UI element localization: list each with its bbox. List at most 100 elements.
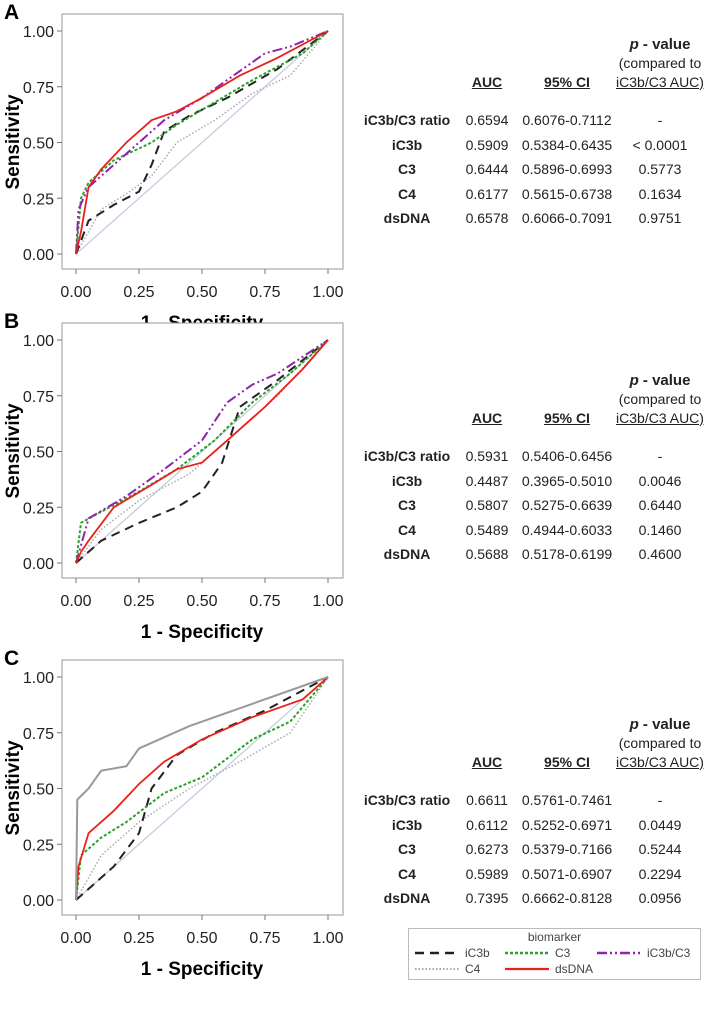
y-tick-label: 0.25 bbox=[23, 837, 54, 854]
row-label: dsDNA bbox=[383, 890, 431, 906]
p-symbol: p bbox=[629, 372, 639, 389]
table-header: p - value (compared to iC3b/C3 AUC) AUC … bbox=[352, 372, 709, 448]
roc-curve-ic3b bbox=[75, 676, 329, 901]
p-value: - bbox=[657, 448, 663, 464]
roc-curve-c3 bbox=[75, 30, 329, 255]
x-axis-label: 1 - Specificity bbox=[141, 959, 264, 980]
row-label: C4 bbox=[398, 185, 416, 202]
roc-curve-c3 bbox=[75, 676, 329, 901]
auc-value: 0.5989 bbox=[465, 865, 509, 882]
roc-panel-c: C 0.00 0.25 0.50 0.75 1.00 0.00 0.25 0.50 0.75 1.0… bbox=[3, 647, 344, 980]
auc-value: 0.5807 bbox=[465, 497, 509, 513]
panel-letter: A bbox=[4, 1, 19, 24]
p-symbol: p bbox=[629, 36, 639, 53]
ci-value: 0.5896-0.6993 bbox=[521, 161, 613, 177]
x-tick-label: 0.50 bbox=[186, 593, 217, 610]
reference-auc-label: iC3b/C3 AUC) bbox=[616, 74, 704, 90]
table-row: C4 0.5989 0.5071-0.6907 0.2294 bbox=[352, 866, 709, 891]
p-value: 0.0046 bbox=[638, 472, 682, 489]
p-value-text: - value bbox=[638, 36, 691, 53]
p-value-header: p - value bbox=[630, 716, 691, 733]
x-tick-label: 0.00 bbox=[60, 284, 91, 301]
legend-label: iC3b bbox=[465, 946, 490, 960]
p-symbol: p bbox=[629, 716, 639, 733]
legend-item-dsdna: dsDNA bbox=[505, 962, 593, 976]
ci-header: 95% CI bbox=[544, 754, 590, 770]
legend-label: dsDNA bbox=[555, 962, 594, 976]
ci-value: 0.5384-0.6435 bbox=[521, 136, 613, 153]
legend-swatch-dsdna bbox=[505, 967, 549, 971]
y-tick-label: 0.50 bbox=[23, 782, 54, 799]
ci-value: 0.6076-0.7112 bbox=[522, 112, 612, 128]
legend-swatch-ratio bbox=[597, 951, 641, 955]
row-label: iC3b bbox=[391, 136, 423, 153]
roc-curve-dsdna bbox=[75, 676, 329, 901]
table-row: dsDNA 0.7395 0.6662-0.8128 0.0956 bbox=[352, 890, 709, 915]
y-axis-label: Sensitivity bbox=[3, 403, 24, 498]
x-tick-label: 0.00 bbox=[60, 930, 91, 947]
p-value: 0.0449 bbox=[638, 816, 682, 833]
p-value: < 0.0001 bbox=[632, 136, 688, 153]
y-tick-label: 0.75 bbox=[23, 80, 54, 97]
auc-value: 0.5489 bbox=[465, 521, 509, 538]
auc-value: 0.6177 bbox=[465, 185, 509, 202]
ci-value: 0.5071-0.6907 bbox=[521, 865, 613, 882]
p-value-header: p - value bbox=[630, 372, 691, 389]
y-tick-label: 1.00 bbox=[23, 670, 54, 687]
table-row: iC3b 0.5909 0.5384-0.6435 < 0.0001 bbox=[352, 137, 709, 162]
legend-swatch-ic3b bbox=[415, 951, 459, 955]
auc-value: 0.5931 bbox=[465, 448, 509, 464]
p-value: 0.2294 bbox=[638, 865, 682, 882]
x-tick-label: 0.25 bbox=[123, 284, 154, 301]
ci-value: 0.5379-0.7166 bbox=[521, 841, 613, 857]
auc-value: 0.6594 bbox=[465, 112, 509, 128]
auc-header: AUC bbox=[471, 754, 503, 770]
row-label: C3 bbox=[398, 161, 416, 177]
legend-label: C3 bbox=[555, 946, 571, 960]
x-tick-label: 0.00 bbox=[60, 593, 91, 610]
y-axis-label: Sensitivity bbox=[3, 94, 24, 189]
table-row: iC3b 0.6112 0.5252-0.6971 0.0449 bbox=[352, 817, 709, 842]
panel-letter: B bbox=[4, 310, 19, 333]
row-label: dsDNA bbox=[383, 546, 431, 562]
row-label: iC3b/C3 ratio bbox=[363, 112, 451, 128]
panel-letter: C bbox=[4, 647, 19, 670]
auc-value: 0.5688 bbox=[465, 546, 509, 562]
roc-curve-ratio bbox=[75, 339, 329, 564]
p-value: 0.5244 bbox=[638, 841, 682, 857]
x-tick-label: 1.00 bbox=[312, 593, 343, 610]
y-tick-label: 1.00 bbox=[23, 333, 54, 350]
compared-to-label: (compared to bbox=[618, 55, 702, 71]
x-tick-label: 0.50 bbox=[186, 284, 217, 301]
auc-value: 0.6578 bbox=[465, 210, 509, 226]
ci-value: 0.3965-0.5010 bbox=[521, 472, 613, 489]
legend-item-c3: C3 bbox=[505, 946, 570, 960]
auc-header: AUC bbox=[471, 410, 503, 426]
p-value: 0.4600 bbox=[638, 546, 682, 562]
y-tick-label: 0.25 bbox=[23, 191, 54, 208]
roc-panel-b: B 0.00 0.25 0.50 0.75 1.00 0.00 0.25 0.50 0.75 1.0… bbox=[3, 310, 344, 643]
x-tick-label: 0.75 bbox=[249, 593, 280, 610]
y-tick-label: 0.00 bbox=[23, 893, 54, 910]
ci-value: 0.5615-0.6738 bbox=[521, 185, 613, 202]
roc-curve-ratio bbox=[75, 30, 329, 255]
table-row: C4 0.6177 0.5615-0.6738 0.1634 bbox=[352, 186, 709, 211]
roc-curve-ic3b bbox=[75, 339, 329, 564]
x-tick-label: 0.25 bbox=[123, 930, 154, 947]
ci-value: 0.5252-0.6971 bbox=[521, 816, 613, 833]
y-tick-label: 1.00 bbox=[23, 24, 54, 41]
table-header: p - value (compared to iC3b/C3 AUC) AUC … bbox=[352, 716, 709, 792]
legend-swatch-c3 bbox=[505, 951, 549, 955]
roc-curve-dsdna bbox=[75, 30, 329, 255]
row-label: iC3b/C3 ratio bbox=[363, 792, 451, 808]
table-row: C3 0.6273 0.5379-0.7166 0.5244 bbox=[352, 841, 709, 866]
p-value: 0.6440 bbox=[638, 497, 682, 513]
legend-item-ratio: iC3b/C3 bbox=[597, 946, 690, 960]
p-value: 0.0956 bbox=[638, 890, 682, 906]
ci-value: 0.5406-0.6456 bbox=[521, 448, 613, 464]
y-tick-label: 0.50 bbox=[23, 445, 54, 462]
auc-value: 0.4487 bbox=[465, 472, 509, 489]
table-row: C3 0.6444 0.5896-0.6993 0.5773 bbox=[352, 161, 709, 186]
p-value: 0.9751 bbox=[638, 210, 682, 226]
